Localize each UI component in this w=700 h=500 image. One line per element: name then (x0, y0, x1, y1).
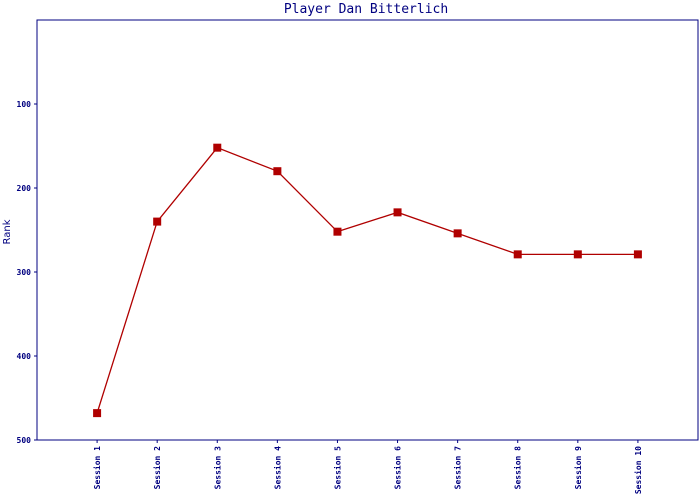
point-marker (633, 250, 642, 259)
point-marker (93, 409, 102, 418)
point-marker (513, 250, 522, 259)
x-tick-label: Session 6 (393, 446, 403, 490)
x-tick-label: Session 4 (272, 446, 282, 490)
x-tick-label: Session 5 (332, 446, 342, 490)
y-tick-label: 200 (17, 184, 32, 193)
x-tick-label: Session 2 (152, 446, 162, 490)
point-marker (333, 227, 342, 236)
x-tick-label: Session 8 (513, 446, 523, 490)
y-axis-label: Rank (2, 219, 13, 244)
plot-frame (36, 19, 699, 441)
y-tick-label: 400 (17, 352, 32, 361)
x-tick-label: Session 1 (92, 446, 102, 490)
x-tick-label: Session 10 (633, 446, 643, 494)
point-marker (273, 167, 282, 176)
chart-title: Player Dan Bitterlich (284, 2, 448, 17)
x-tick-label: Session 3 (212, 446, 222, 490)
y-tick-label: 300 (17, 268, 32, 277)
point-marker (453, 229, 462, 238)
point-marker (153, 217, 162, 226)
x-tick-label: Session 9 (573, 446, 583, 490)
point-marker (573, 250, 582, 259)
point-marker (213, 143, 222, 152)
y-tick-label: 100 (17, 100, 32, 109)
series-line (96, 146, 638, 414)
x-tick-label: Session 7 (453, 446, 463, 490)
y-tick-label: 500 (17, 436, 32, 445)
point-marker (393, 208, 402, 217)
